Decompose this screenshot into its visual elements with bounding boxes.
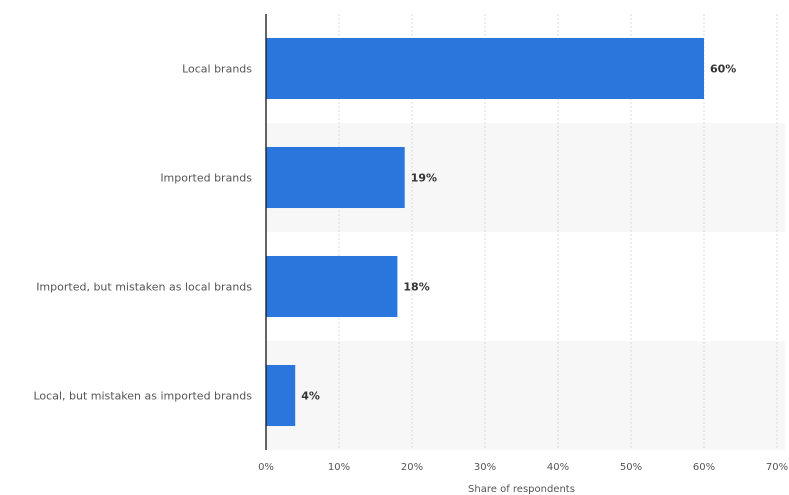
x-tick-label: 0% [258, 462, 274, 473]
bar [266, 364, 296, 427]
x-tick-label: 70% [766, 462, 788, 473]
data-label: 60% [710, 63, 736, 76]
x-tick-labels: 0% 10% 20% 30% 40% 50% 60% 70% [258, 462, 788, 473]
category-labels: Local brands Imported brands Imported, but… [33, 63, 252, 403]
category-label: Local brands [182, 63, 252, 76]
category-label: Local, but mistaken as imported brands [33, 390, 252, 403]
data-labels: 60% 19% 18% 4% [301, 63, 736, 403]
bars [266, 37, 704, 427]
category-label: Imported brands [160, 172, 252, 185]
data-label: 4% [301, 390, 320, 403]
x-axis-title: Share of respondents [468, 484, 575, 495]
bar [266, 37, 704, 100]
x-tick-label: 60% [693, 462, 715, 473]
row-band [266, 341, 785, 450]
x-tick-label: 30% [474, 462, 496, 473]
data-label: 18% [403, 281, 429, 294]
x-tick-label: 40% [547, 462, 569, 473]
bar [266, 255, 398, 318]
x-tick-label: 20% [401, 462, 423, 473]
bar [266, 146, 405, 209]
data-label: 19% [411, 172, 437, 185]
category-label: Imported, but mistaken as local brands [36, 281, 252, 294]
x-tick-label: 10% [328, 462, 350, 473]
row-bands [266, 123, 785, 450]
x-tick-label: 50% [620, 462, 642, 473]
